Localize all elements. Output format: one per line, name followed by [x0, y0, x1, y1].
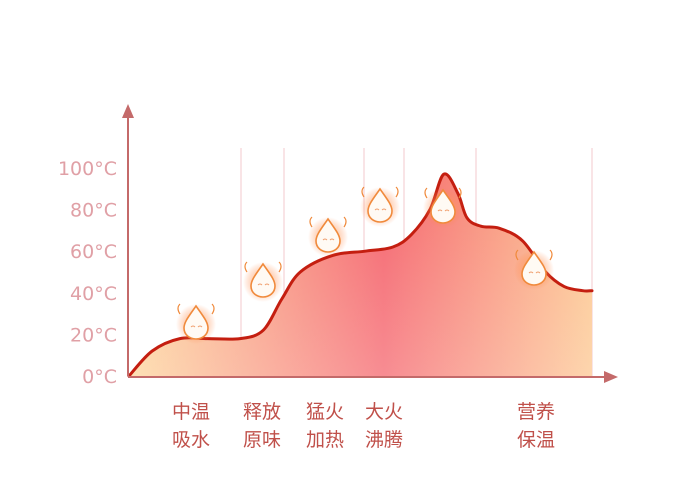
y-tick-label: 40°C [70, 283, 117, 305]
y-axis-arrow [122, 104, 134, 118]
y-tick-label: 60°C [70, 241, 117, 263]
y-tick-label: 20°C [70, 324, 117, 346]
temperature-curve [127, 172, 594, 378]
y-tick-label: 80°C [70, 200, 117, 222]
stage-label-line2: 原味 [243, 429, 281, 451]
water-drop-icon [423, 187, 463, 228]
water-drop-icon [308, 216, 348, 257]
stage-label-line1: 营养 [517, 401, 555, 423]
water-drop-icon [176, 303, 216, 344]
stage-label-line1: 中温 [172, 401, 210, 423]
stage-label-line1: 释放 [243, 401, 281, 423]
water-drop-icon [243, 261, 283, 302]
area-sheen [129, 173, 592, 376]
stage-label-line2: 沸腾 [365, 429, 403, 451]
water-drop-icon [514, 249, 554, 290]
stage-label-line2: 吸水 [172, 429, 210, 451]
stage-label-line2: 加热 [306, 429, 344, 451]
y-tick-label: 100°C [58, 158, 117, 180]
axes [122, 104, 618, 383]
water-drop-icon [360, 186, 400, 227]
stage-label-line1: 大火 [365, 401, 403, 423]
y-tick-labels: 0°C 20°C 40°C 60°C 80°C 100°C [58, 158, 117, 388]
water-drop-decorations [176, 186, 554, 344]
y-tick-label: 0°C [82, 366, 117, 388]
stage-label-line1: 猛火 [306, 401, 344, 423]
stage-label-line2: 保温 [517, 429, 555, 451]
x-axis-arrow [604, 371, 618, 383]
